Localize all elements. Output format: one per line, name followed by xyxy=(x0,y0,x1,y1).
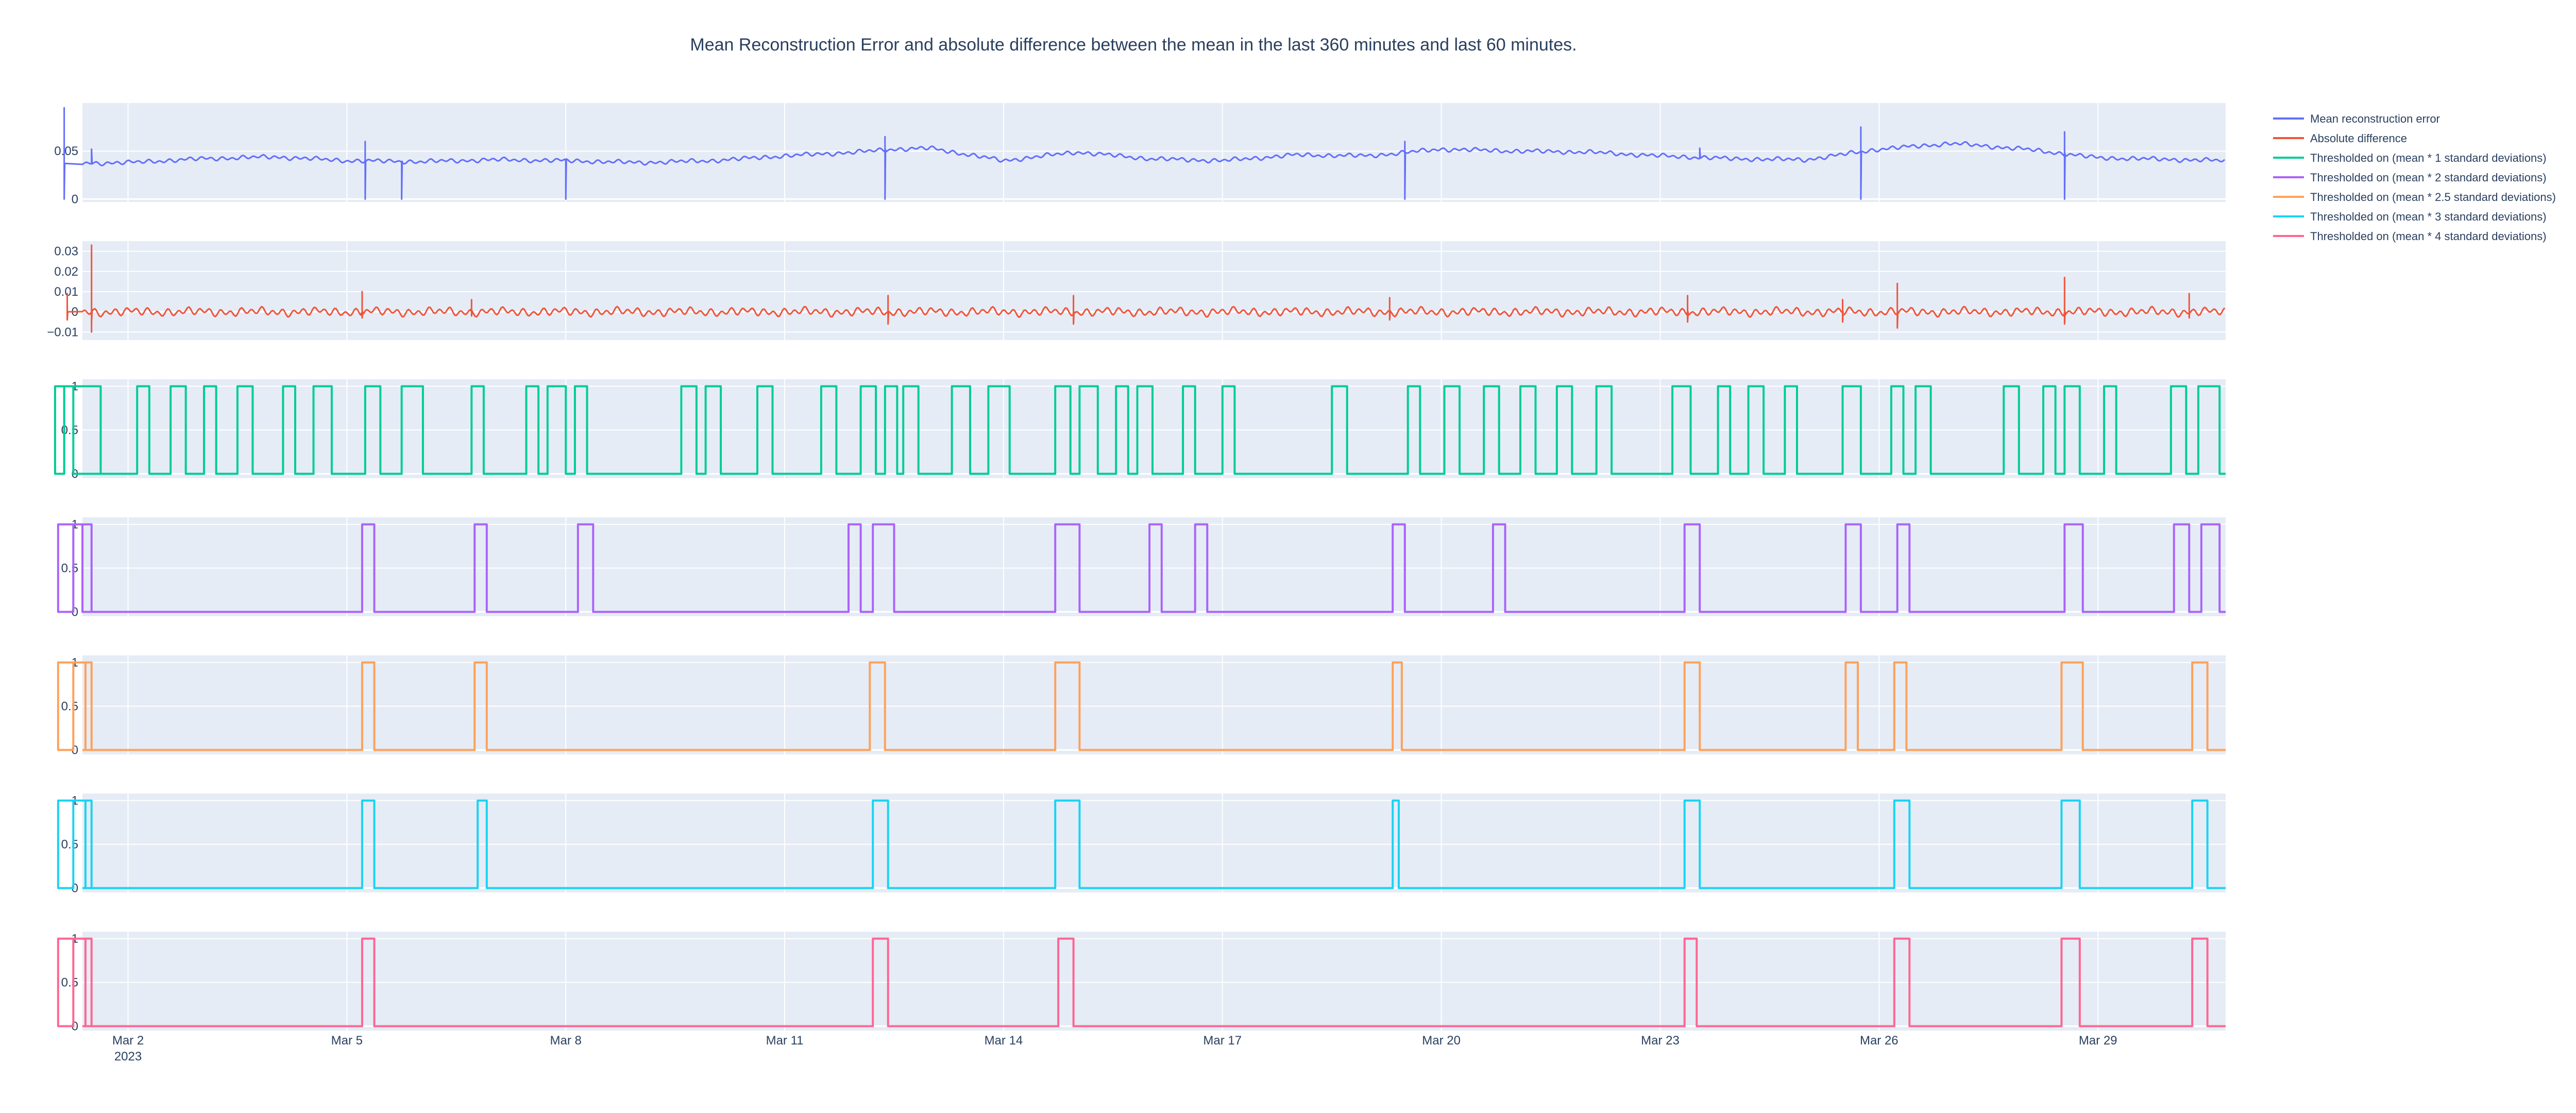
legend-item[interactable]: Thresholded on (mean * 2.5 standard devi… xyxy=(2273,191,2556,204)
legend-item[interactable]: Mean reconstruction error xyxy=(2273,112,2440,125)
legend-item[interactable]: Thresholded on (mean * 3 standard deviat… xyxy=(2273,210,2547,223)
subplots: 00.05 −0.01 0 0.01 0.02 0.03 00.51 00.51 00.51 00… xyxy=(47,103,2226,1034)
x-tick-label: Mar 26 xyxy=(1860,1034,1899,1048)
plot-area xyxy=(82,932,2226,1031)
legend-label: Thresholded on (mean * 2 standard deviat… xyxy=(2310,171,2547,184)
series-line-thresholded-on-mean-2-5-standard-deviations xyxy=(57,661,2226,751)
series-line-thresholded-on-mean-3-standard-deviations xyxy=(57,799,2226,889)
x-tick-label: Mar 17 xyxy=(1203,1034,1242,1048)
y-tick-label: −0.01 xyxy=(47,325,78,339)
y-tick-label: 0.01 xyxy=(54,285,78,299)
subplot-6: 00.51 xyxy=(57,794,2226,896)
y-tick-label: 0 xyxy=(72,192,78,206)
x-axis: Mar 2 2023 Mar 5 Mar 8 Mar 11 Mar 14 Mar 17 Mar… xyxy=(112,1034,2117,1064)
plot-area xyxy=(82,517,2226,616)
legend-label: Mean reconstruction error xyxy=(2310,112,2440,125)
subplot-5: 00.51 xyxy=(57,655,2226,757)
x-tick-label: Mar 14 xyxy=(985,1034,1023,1048)
plot-area xyxy=(82,655,2226,754)
x-tick-label: Mar 8 xyxy=(550,1034,582,1048)
subplot-7: 00.51 xyxy=(57,932,2226,1034)
y-tick-label: 0.5 xyxy=(61,976,78,990)
subplot-1: 00.05 xyxy=(54,103,2226,206)
y-tick-label: 0.5 xyxy=(61,838,78,852)
series-line-thresholded-on-mean-2-standard-deviations xyxy=(57,523,2226,613)
x-tick-label: Mar 11 xyxy=(766,1034,804,1048)
series-line-mean-reconstruction-error xyxy=(63,107,2225,200)
legend-item[interactable]: Thresholded on (mean * 2 standard deviat… xyxy=(2273,171,2547,184)
x-tick-label: Mar 23 xyxy=(1641,1034,1680,1048)
subplot-3: 00.51 xyxy=(54,379,2226,481)
y-tick-label: 0.05 xyxy=(54,144,78,158)
legend-label: Absolute difference xyxy=(2310,132,2407,145)
legend-label: Thresholded on (mean * 2.5 standard devi… xyxy=(2310,191,2556,204)
plot-area xyxy=(82,794,2226,892)
y-tick-label: 0.03 xyxy=(54,245,78,259)
plot-area xyxy=(82,103,2226,202)
plot-area xyxy=(82,379,2226,478)
legend-item[interactable]: Thresholded on (mean * 1 standard deviat… xyxy=(2273,151,2547,164)
x-tick-label: Mar 5 xyxy=(331,1034,363,1048)
series-line-thresholded-on-mean-1-standard-deviations xyxy=(54,385,2226,475)
plot-area xyxy=(82,241,2226,340)
y-tick-label: 0.02 xyxy=(54,265,78,279)
x-tick-sublabel: 2023 xyxy=(114,1050,142,1064)
subplot-4: 00.51 xyxy=(57,517,2226,619)
y-tick-label: 0.5 xyxy=(61,562,78,576)
x-tick-label: Mar 2 xyxy=(112,1034,144,1048)
x-tick-label: Mar 20 xyxy=(1422,1034,1461,1048)
x-tick-label: Mar 29 xyxy=(2079,1034,2117,1048)
legend-item[interactable]: Absolute difference xyxy=(2273,132,2407,145)
legend-label: Thresholded on (mean * 1 standard deviat… xyxy=(2310,151,2547,164)
legend-label: Thresholded on (mean * 3 standard deviat… xyxy=(2310,210,2547,223)
series-line-thresholded-on-mean-4-standard-deviations xyxy=(57,937,2226,1027)
y-tick-label: 0.5 xyxy=(61,700,78,714)
legend-item[interactable]: Thresholded on (mean * 4 standard deviat… xyxy=(2273,230,2547,243)
legend: Mean reconstruction error Absolute differ… xyxy=(2273,112,2556,243)
series-line-absolute-difference xyxy=(66,244,2226,333)
chart-title: Mean Reconstruction Error and absolute d… xyxy=(690,35,1577,55)
legend-label: Thresholded on (mean * 4 standard deviat… xyxy=(2310,230,2547,243)
